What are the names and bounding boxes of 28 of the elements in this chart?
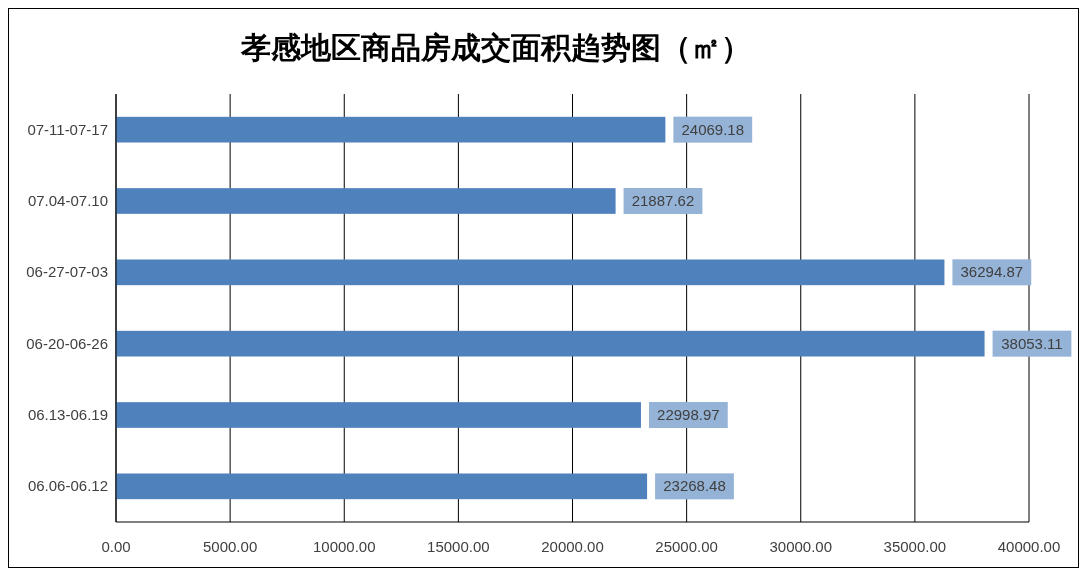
data-label: 21887.62: [631, 192, 695, 209]
bar: [116, 116, 666, 143]
x-tick-label: 40000.00: [997, 538, 1061, 555]
data-label: 22998.97: [657, 406, 720, 423]
y-tick-label: 06.06-06.12: [27, 477, 108, 495]
x-tick-label: 5000.00: [203, 538, 258, 555]
y-tick-label: 07.04-07.10: [27, 192, 108, 209]
y-tick-label: 07-11-07-17: [27, 120, 108, 138]
x-tick-label: 20000.00: [541, 538, 604, 555]
x-tick-label: 15000.00: [427, 538, 490, 555]
bar: [116, 188, 616, 214]
bar: [116, 402, 641, 428]
bar: [116, 330, 985, 357]
data-label: 38053.11: [1001, 334, 1063, 352]
y-tick-label: 06-27-07-03: [26, 263, 108, 281]
x-tick-label: 10000.00: [312, 538, 376, 555]
chart-title: 孝感地区商品房成交面积趋势图（㎡）: [240, 31, 751, 64]
bar: [116, 259, 945, 286]
y-tick-label: 06-20-06-26: [26, 334, 108, 352]
data-label: 36294.87: [960, 263, 1024, 281]
x-tick-label: 0.00: [101, 538, 131, 555]
y-tick-label: 06.13-06.19: [27, 406, 108, 423]
x-tick-label: 35000.00: [883, 538, 947, 555]
x-tick-label: 25000.00: [655, 538, 718, 555]
bar: [116, 473, 648, 500]
data-label: 23268.48: [663, 477, 726, 495]
x-tick-label: 30000.00: [769, 538, 833, 555]
data-label: 24069.18: [681, 120, 745, 138]
